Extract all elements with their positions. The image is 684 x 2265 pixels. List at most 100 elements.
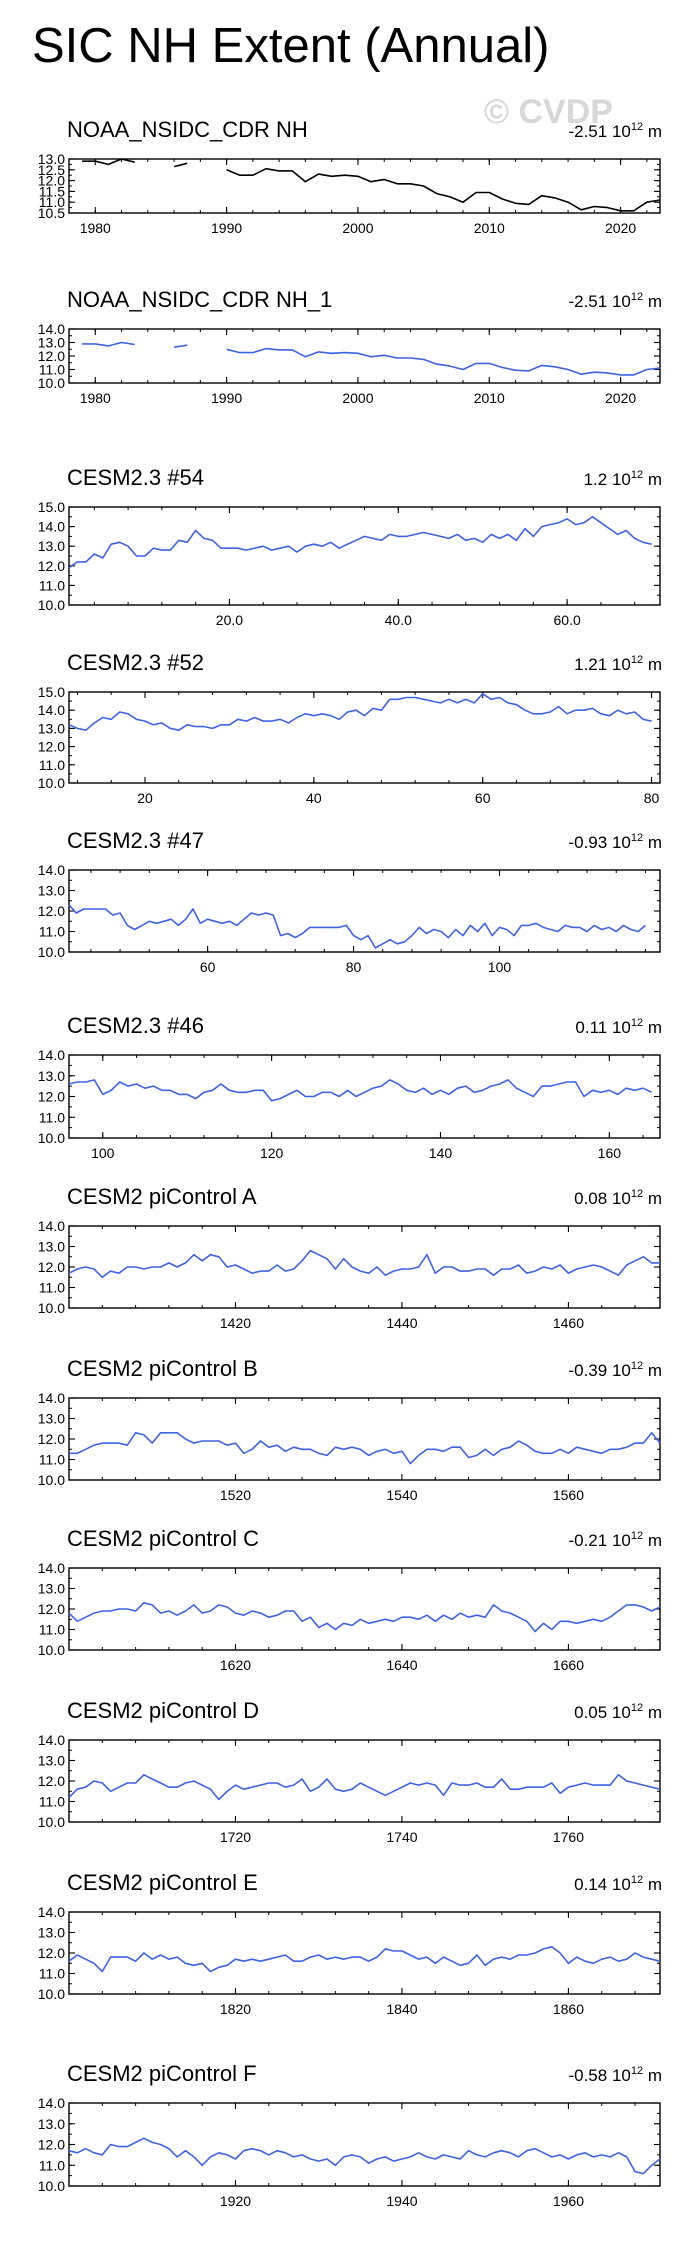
y-tick-label: 10.0 <box>38 597 65 613</box>
y-tick-label: 12.0 <box>38 1945 65 1961</box>
series-line <box>68 693 652 731</box>
y-tick-label: 14.0 <box>38 1732 65 1748</box>
x-tick-label: 1520 <box>220 1487 251 1503</box>
y-tick-label: 12.0 <box>38 173 65 189</box>
chart-panel-5: CESM2.3 #47 -0.93 1012 m 10.0 11.0 12.0 13.0 1… <box>38 828 662 975</box>
plot-frame <box>68 869 661 953</box>
y-tick-label: 12.5 <box>38 162 65 178</box>
x-tick-label: 2010 <box>474 390 505 406</box>
y-tick-label: 10.0 <box>38 1642 65 1658</box>
panel-title: CESM2 piControl A <box>67 1184 257 1209</box>
trend-label: -0.93 1012 m <box>568 832 662 852</box>
y-tick-label: 10.0 <box>38 1814 65 1830</box>
x-tick-label: 2020 <box>605 390 636 406</box>
y-tick-label: 11.0 <box>39 924 65 940</box>
plot-frame <box>68 691 661 784</box>
x-tick-label: 1460 <box>553 1315 584 1331</box>
x-tick-label: 2000 <box>342 220 373 236</box>
x-tick-label: 1990 <box>211 220 242 236</box>
series-line <box>68 1946 661 1973</box>
panel-title: CESM2 piControl F <box>67 2061 257 2086</box>
x-tick-label: 1820 <box>220 2001 251 2017</box>
y-tick-label: 15.0 <box>38 684 65 700</box>
y-tick-label: 14.0 <box>38 1904 65 1920</box>
chart-panel-9: CESM2 piControl C -0.21 1012 m 10.0 11.0 12.… <box>38 1526 662 1673</box>
x-tick-label: 40 <box>306 790 322 806</box>
y-tick-label: 11.0 <box>39 1622 65 1638</box>
panel-title: CESM2.3 #52 <box>67 650 204 675</box>
y-tick-label: 11.0 <box>39 194 65 210</box>
chart-panel-6: CESM2.3 #46 0.11 1012 m 10.0 11.0 12.0 13.0 14… <box>38 1013 662 1161</box>
y-tick-label: 12.0 <box>38 348 65 364</box>
y-tick-label: 10.0 <box>38 375 65 391</box>
y-tick-label: 14.0 <box>38 519 65 535</box>
chart-panel-10: CESM2 piControl D 0.05 1012 m 10.0 11.0 12.0… <box>38 1698 662 1845</box>
plot-frame <box>68 1054 661 1139</box>
y-tick-label: 11.0 <box>39 1452 65 1468</box>
x-tick-label: 60 <box>475 790 491 806</box>
y-tick-label: 13.0 <box>38 1581 65 1597</box>
x-tick-label: 40.0 <box>385 612 412 628</box>
panel-title: CESM2 piControl D <box>67 1698 259 1723</box>
chart-panel-12: CESM2 piControl F -0.58 1012 m 10.0 11.0 12.… <box>38 2061 662 2209</box>
y-tick-label: 12.0 <box>38 1773 65 1789</box>
x-tick-label: 1980 <box>80 390 111 406</box>
series-line <box>68 1774 661 1801</box>
trend-label: 0.05 1012 m <box>574 1702 662 1722</box>
panel-title: CESM2 piControl E <box>67 1870 258 1895</box>
x-tick-label: 120 <box>260 1145 284 1161</box>
y-tick-label: 11.0 <box>39 362 65 378</box>
y-tick-label: 10.0 <box>38 775 65 791</box>
y-tick-label: 14.0 <box>38 1218 65 1234</box>
x-tick-label: 1760 <box>553 1829 584 1845</box>
chart-panel-1: NOAA_NSIDC_CDR NH -2.51 1012 m 10.511.011.… <box>38 117 662 236</box>
trend-label: 0.11 1012 m <box>575 1017 662 1037</box>
panel-title: CESM2.3 #46 <box>67 1013 204 1038</box>
panel-title: CESM2.3 #47 <box>67 828 204 853</box>
x-tick-label: 140 <box>429 1145 453 1161</box>
x-tick-label: 160 <box>598 1145 622 1161</box>
series-line <box>68 516 652 569</box>
chart-panel-4: CESM2.3 #52 1.21 1012 m 10.0 11.0 12.0 13.0 14… <box>38 650 662 806</box>
y-tick-label: 10.0 <box>38 1130 65 1146</box>
panel-title: CESM2.3 #54 <box>67 465 204 490</box>
y-tick-label: 11.0 <box>39 1966 65 1982</box>
y-tick-label: 10.0 <box>38 2178 65 2194</box>
x-tick-label: 1720 <box>220 1829 251 1845</box>
y-tick-label: 14.0 <box>38 1047 65 1063</box>
x-tick-label: 1990 <box>211 390 242 406</box>
x-tick-label: 60 <box>200 959 216 975</box>
x-tick-label: 1440 <box>386 1315 417 1331</box>
y-tick-label: 13.0 <box>38 2116 65 2132</box>
plot-frame <box>68 1397 661 1481</box>
chart-panel-8: CESM2 piControl B -0.39 1012 m 10.0 11.0 12.… <box>38 1356 662 1503</box>
y-tick-label: 10.0 <box>38 944 65 960</box>
y-tick-label: 13.0 <box>38 335 65 351</box>
page-title: SIC NH Extent (Annual) <box>32 19 550 73</box>
y-tick-label: 13.0 <box>38 538 65 554</box>
y-tick-label: 11.0 <box>39 1109 65 1125</box>
y-tick-label: 14.0 <box>38 321 65 337</box>
y-tick-label: 10.5 <box>38 205 65 221</box>
y-tick-label: 14.0 <box>38 702 65 718</box>
y-tick-label: 12.0 <box>38 1259 65 1275</box>
series-line <box>68 904 646 949</box>
trend-label: 1.21 1012 m <box>574 654 662 674</box>
chart-panel-7: CESM2 piControl A 0.08 1012 m 10.0 11.0 12.0… <box>38 1184 662 1331</box>
y-tick-label: 13.0 <box>38 883 65 899</box>
trend-label: 0.14 1012 m <box>574 1874 662 1894</box>
y-tick-label: 13.0 <box>38 1753 65 1769</box>
y-tick-label: 12.0 <box>38 1089 65 1105</box>
y-tick-label: 13.0 <box>38 1068 65 1084</box>
series-line <box>68 2137 661 2175</box>
y-tick-label: 13.0 <box>38 151 65 167</box>
x-tick-label: 100 <box>488 959 512 975</box>
x-tick-label: 1560 <box>553 1487 584 1503</box>
y-tick-label: 14.0 <box>38 862 65 878</box>
trend-label: -2.51 1012 m <box>568 291 662 311</box>
y-tick-label: 13.0 <box>38 720 65 736</box>
series-line <box>68 1079 652 1102</box>
y-tick-label: 11.5 <box>39 183 65 199</box>
x-tick-label: 1920 <box>220 2193 251 2209</box>
